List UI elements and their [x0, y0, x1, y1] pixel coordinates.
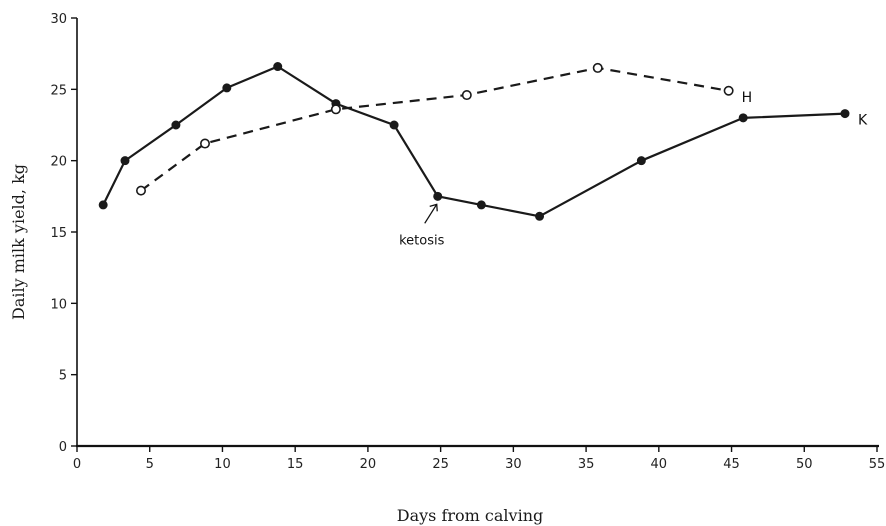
- annotation-text: ketosis: [399, 233, 444, 248]
- series-k-point: [98, 200, 108, 210]
- series-label-k: K: [858, 113, 868, 129]
- y-tick-label: 10: [50, 297, 67, 312]
- y-tick-label: 20: [50, 155, 67, 170]
- series-h-point: [461, 90, 472, 101]
- series-k-point: [433, 191, 443, 201]
- x-tick-label: 35: [578, 457, 595, 472]
- series-h-point: [723, 85, 734, 96]
- series-k: K: [98, 62, 868, 221]
- series-k-point: [389, 120, 399, 130]
- series-h: H: [136, 62, 753, 196]
- y-tick-label: 25: [50, 83, 67, 98]
- y-tick-label: 30: [50, 12, 67, 27]
- x-tick-label: 40: [651, 457, 668, 472]
- annotation-ketosis: ketosis: [399, 203, 445, 248]
- x-tick-label: 45: [723, 457, 740, 472]
- series-k-point: [222, 83, 232, 93]
- x-tick-label: 20: [360, 457, 377, 472]
- series-h-line: [140, 66, 729, 192]
- annotation-arrowhead: [429, 203, 438, 212]
- axes: 0 5 10 15 20 25 30 0 5 10 15 20 25 30 35 40 45 50 55: [50, 12, 885, 472]
- series-layer: KH: [98, 62, 868, 221]
- series-k-point: [636, 156, 646, 166]
- x-tick-label: 25: [432, 457, 449, 472]
- series-k-point: [273, 62, 283, 72]
- labels-layer: Daily milk yield, kg Days from calving k…: [9, 164, 543, 525]
- series-label-h: H: [742, 90, 753, 106]
- y-tick-label: 5: [59, 369, 67, 384]
- y-tick-label: 0: [59, 440, 67, 455]
- x-tick-label: 50: [796, 457, 813, 472]
- x-tick-label: 15: [287, 457, 304, 472]
- y-tick-label: 15: [50, 226, 67, 241]
- series-k-point: [476, 200, 486, 210]
- x-tick-label: 0: [73, 457, 81, 472]
- series-h-point: [592, 62, 603, 73]
- x-tick-label: 10: [214, 457, 231, 472]
- series-k-point: [171, 120, 181, 130]
- x-tick-label: 5: [146, 457, 154, 472]
- series-h-point: [136, 185, 147, 196]
- x-axis-label: Days from calving: [397, 506, 543, 525]
- series-h-point: [200, 138, 211, 149]
- series-k-point: [120, 156, 130, 166]
- series-h-point: [330, 104, 341, 115]
- series-k-point: [535, 211, 545, 221]
- series-k-point: [738, 113, 748, 123]
- x-tick-label: 30: [505, 457, 522, 472]
- annotation-arrow: [424, 203, 438, 224]
- series-k-point: [840, 109, 850, 119]
- x-tick-label: 55: [869, 457, 886, 472]
- y-axis-label: Daily milk yield, kg: [9, 164, 28, 320]
